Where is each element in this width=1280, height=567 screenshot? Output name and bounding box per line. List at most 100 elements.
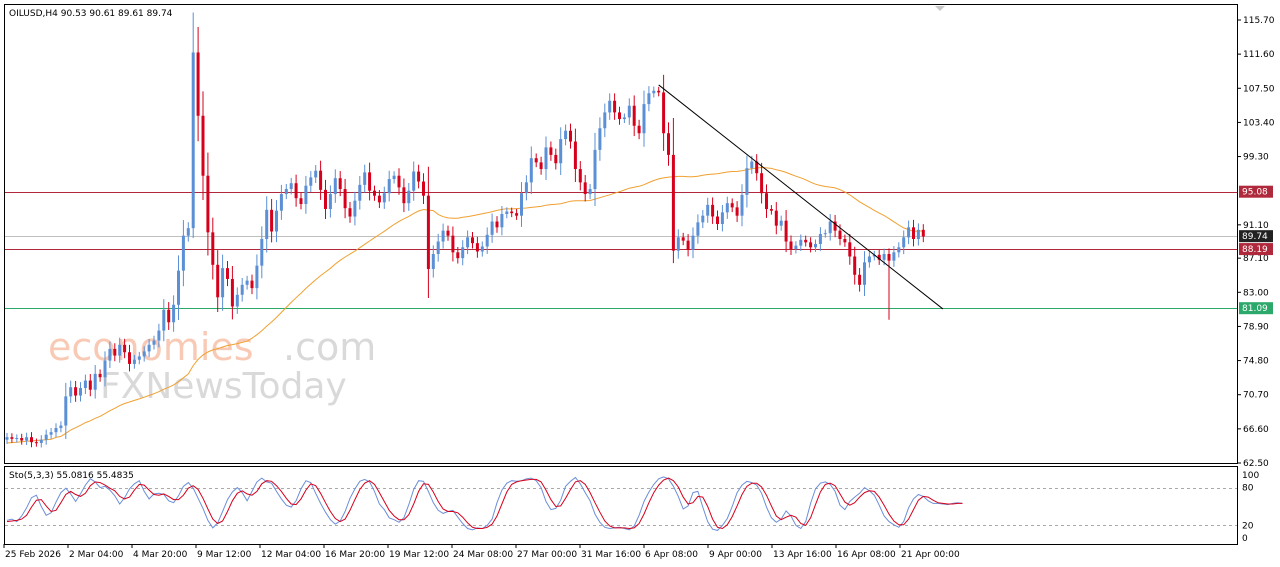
candle[interactable] bbox=[564, 124, 568, 146]
candle[interactable] bbox=[30, 432, 33, 448]
candle[interactable] bbox=[720, 204, 724, 232]
candle[interactable] bbox=[667, 122, 670, 166]
candle[interactable] bbox=[642, 90, 646, 147]
candle[interactable] bbox=[319, 160, 323, 200]
candle[interactable] bbox=[186, 222, 190, 242]
candle[interactable] bbox=[49, 427, 53, 439]
candle[interactable] bbox=[858, 267, 862, 292]
downtrend-line[interactable] bbox=[658, 84, 944, 310]
candle[interactable] bbox=[701, 210, 705, 229]
candle[interactable] bbox=[676, 229, 680, 259]
candle[interactable] bbox=[93, 365, 97, 399]
candle[interactable] bbox=[549, 141, 553, 161]
candle[interactable] bbox=[735, 201, 739, 222]
candle[interactable] bbox=[730, 198, 734, 213]
candle[interactable] bbox=[436, 233, 440, 262]
candle[interactable] bbox=[128, 344, 131, 372]
candle[interactable] bbox=[716, 210, 719, 230]
candle[interactable] bbox=[466, 230, 470, 255]
candle[interactable] bbox=[103, 351, 107, 387]
candle[interactable] bbox=[662, 74, 666, 151]
candle[interactable] bbox=[892, 246, 896, 267]
candle[interactable] bbox=[299, 192, 303, 210]
candle[interactable] bbox=[784, 210, 788, 253]
candle[interactable] bbox=[358, 176, 362, 210]
candle[interactable] bbox=[569, 123, 572, 149]
candle[interactable] bbox=[245, 275, 249, 290]
candle[interactable] bbox=[147, 339, 151, 358]
candle[interactable] bbox=[284, 183, 288, 200]
candle[interactable] bbox=[10, 433, 14, 443]
candle[interactable] bbox=[142, 346, 146, 362]
candle[interactable] bbox=[725, 196, 729, 219]
candle[interactable] bbox=[902, 230, 906, 255]
candle[interactable] bbox=[711, 197, 715, 224]
candle[interactable] bbox=[799, 234, 803, 252]
candle[interactable] bbox=[794, 241, 798, 254]
candle[interactable] bbox=[157, 323, 161, 348]
candle[interactable] bbox=[15, 434, 19, 443]
candle[interactable] bbox=[681, 232, 685, 246]
candle[interactable] bbox=[417, 164, 421, 189]
candle[interactable] bbox=[818, 227, 822, 251]
candle[interactable] bbox=[368, 162, 372, 201]
candle[interactable] bbox=[622, 113, 626, 123]
candle[interactable] bbox=[196, 26, 200, 142]
candle[interactable] bbox=[118, 337, 122, 363]
candle[interactable] bbox=[333, 169, 337, 203]
candle[interactable] bbox=[226, 261, 229, 287]
candle[interactable] bbox=[809, 237, 813, 253]
candle[interactable] bbox=[363, 164, 367, 193]
candle[interactable] bbox=[897, 242, 901, 258]
candle[interactable] bbox=[39, 435, 43, 448]
candle[interactable] bbox=[833, 214, 837, 238]
candle[interactable] bbox=[696, 214, 700, 244]
candle[interactable] bbox=[520, 181, 523, 227]
candle[interactable] bbox=[853, 246, 857, 285]
candle[interactable] bbox=[779, 215, 783, 231]
candle[interactable] bbox=[265, 196, 269, 253]
candle[interactable] bbox=[54, 423, 58, 437]
candle[interactable] bbox=[559, 127, 563, 176]
candle[interactable] bbox=[373, 185, 376, 201]
candle[interactable] bbox=[34, 438, 38, 447]
candle[interactable] bbox=[343, 178, 347, 219]
candle[interactable] bbox=[471, 231, 474, 249]
candle[interactable] bbox=[755, 154, 759, 181]
candle[interactable] bbox=[500, 206, 504, 236]
candle[interactable] bbox=[279, 184, 283, 220]
candle[interactable] bbox=[618, 106, 621, 125]
candle[interactable] bbox=[573, 128, 577, 182]
candle[interactable] bbox=[475, 236, 479, 258]
candle[interactable] bbox=[422, 173, 425, 204]
candle[interactable] bbox=[706, 197, 710, 223]
candle[interactable] bbox=[789, 235, 793, 255]
candle[interactable] bbox=[657, 86, 661, 97]
candle[interactable] bbox=[88, 374, 92, 397]
candle[interactable] bbox=[123, 338, 127, 359]
candle[interactable] bbox=[867, 251, 871, 268]
candle[interactable] bbox=[441, 223, 445, 249]
candle[interactable] bbox=[260, 226, 264, 279]
candle[interactable] bbox=[534, 153, 538, 168]
candle[interactable] bbox=[760, 162, 764, 204]
candle[interactable] bbox=[765, 184, 768, 218]
candle[interactable] bbox=[544, 136, 548, 180]
candle[interactable] bbox=[412, 161, 416, 201]
candle[interactable] bbox=[578, 161, 582, 191]
candle[interactable] bbox=[20, 433, 24, 445]
candle[interactable] bbox=[451, 226, 455, 262]
candle[interactable] bbox=[593, 132, 597, 207]
candle[interactable] bbox=[397, 168, 401, 195]
candle[interactable] bbox=[804, 235, 808, 247]
candle[interactable] bbox=[745, 155, 749, 208]
candle[interactable] bbox=[289, 177, 293, 195]
candle[interactable] bbox=[843, 234, 847, 247]
candle[interactable] bbox=[270, 198, 274, 243]
candle[interactable] bbox=[407, 182, 411, 211]
candle[interactable] bbox=[495, 216, 499, 233]
candle[interactable] bbox=[823, 229, 827, 238]
candle[interactable] bbox=[524, 175, 528, 201]
candle[interactable] bbox=[230, 266, 234, 320]
candle[interactable] bbox=[627, 98, 631, 125]
